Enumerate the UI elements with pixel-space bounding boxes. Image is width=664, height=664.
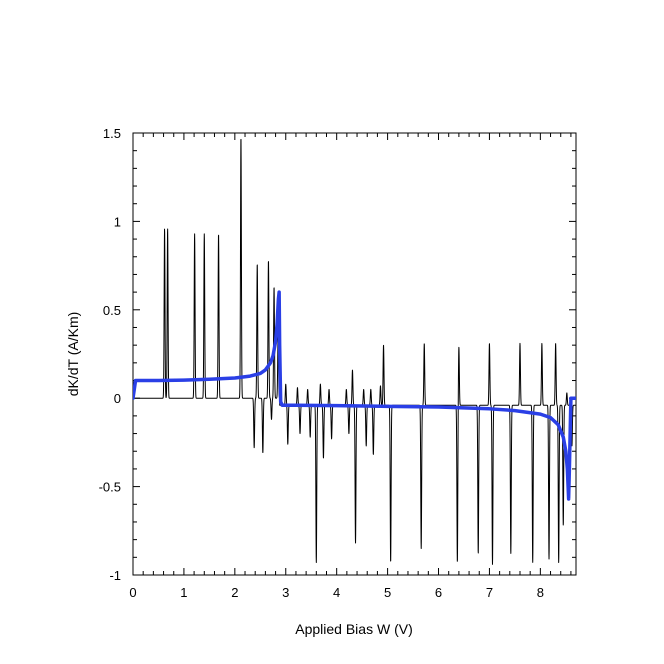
x-axis-title: Applied Bias W (V) xyxy=(295,621,412,637)
y-tick-label: 0.5 xyxy=(103,303,121,318)
series-oscillating-line xyxy=(133,138,576,565)
x-tick-label: 8 xyxy=(537,585,544,600)
y-tick-label: -0.5 xyxy=(99,480,121,495)
x-tick-label: 6 xyxy=(435,585,442,600)
y-tick-label: 1.5 xyxy=(103,126,121,141)
x-tick-label: 2 xyxy=(231,585,238,600)
axis-tick-labels: 0 1 2 3 4 5 6 7 8 1.5 1 0.5 0 -0.5 -1 xyxy=(99,126,544,600)
series-smooth-line xyxy=(133,290,576,501)
y-tick-label: 1 xyxy=(114,214,121,229)
y-axis-title: dK/dT (A/Km) xyxy=(65,312,81,397)
axis-ticks xyxy=(132,132,576,576)
x-tick-label: 3 xyxy=(282,585,289,600)
y-tick-label: -1 xyxy=(109,568,121,583)
x-tick-label: 4 xyxy=(333,585,340,600)
plot-frame xyxy=(132,132,577,576)
y-tick-label: 0 xyxy=(114,391,121,406)
plot-area xyxy=(133,138,576,565)
x-tick-label: 7 xyxy=(486,585,493,600)
x-tick-label: 0 xyxy=(129,585,136,600)
x-tick-label: 1 xyxy=(180,585,187,600)
x-tick-label: 5 xyxy=(384,585,391,600)
